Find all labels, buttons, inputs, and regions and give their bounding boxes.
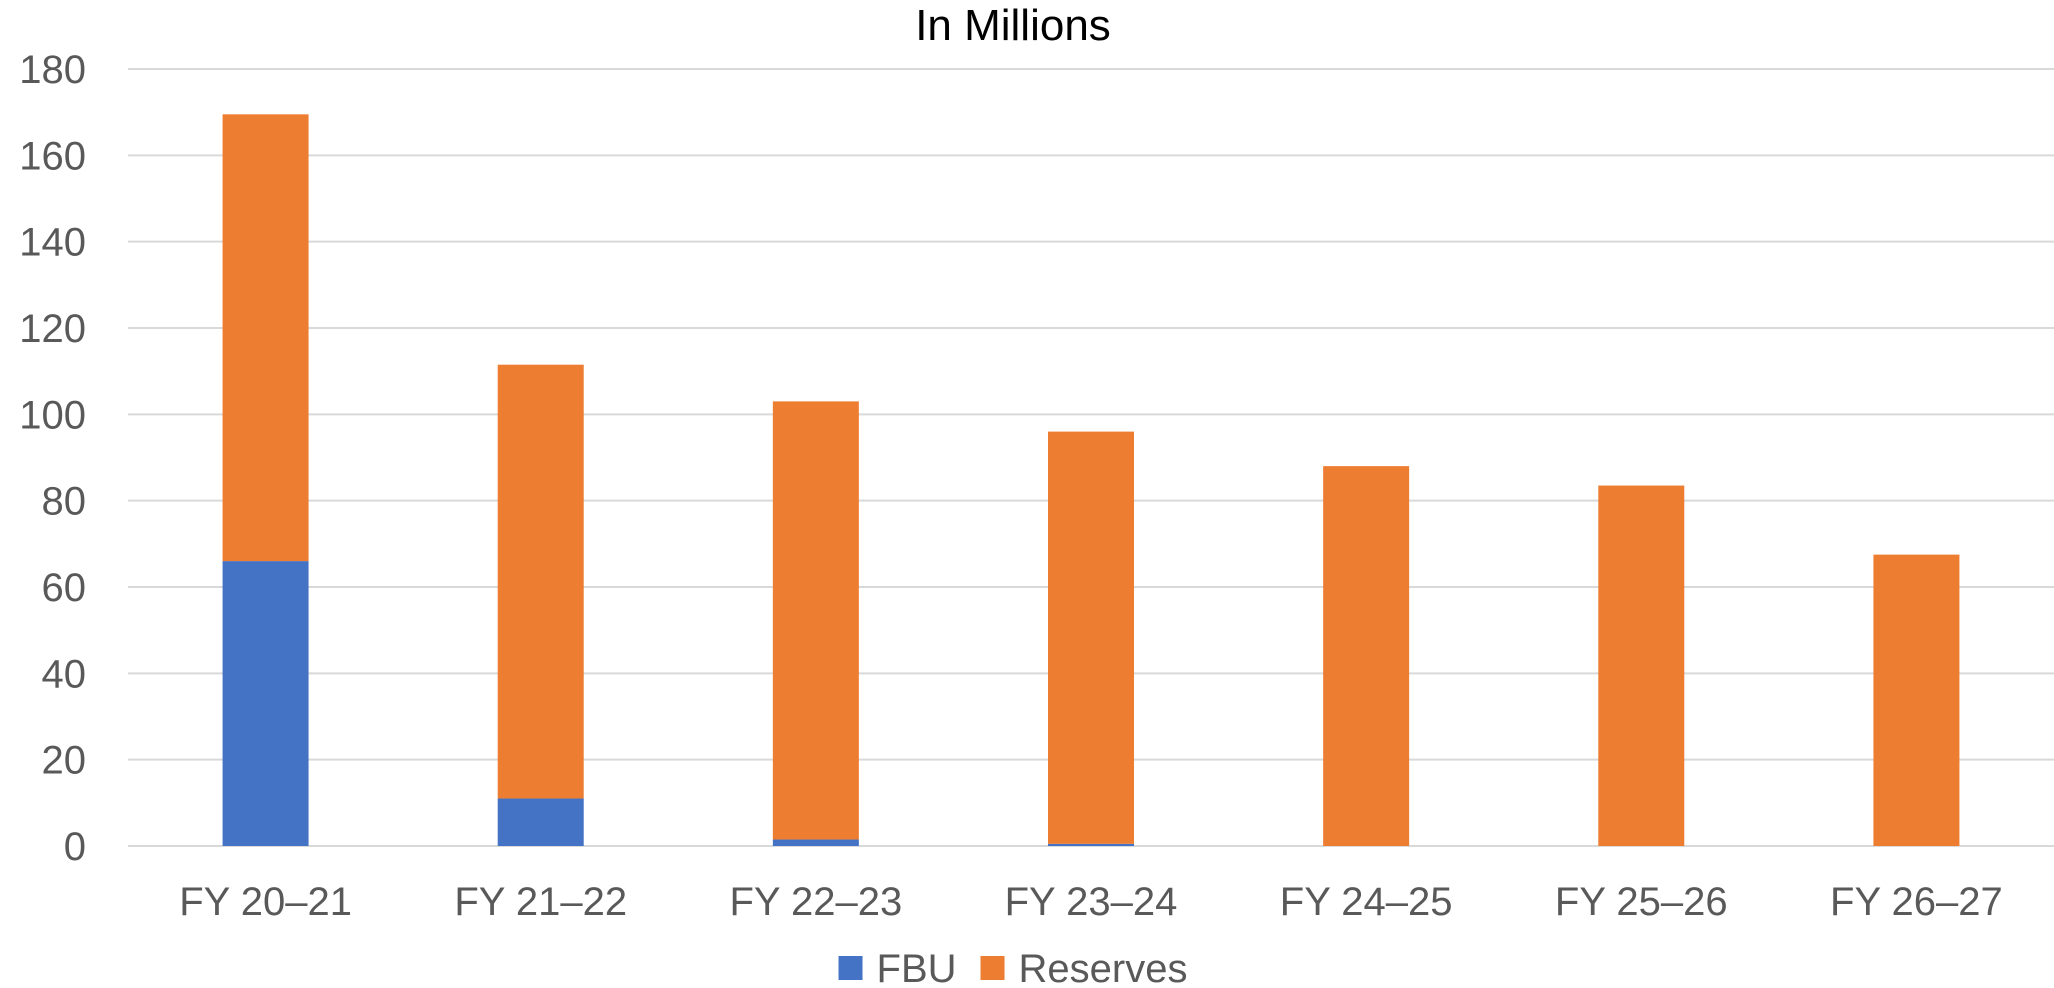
y-tick-label: 140 — [19, 221, 86, 265]
legend-label-fbu: FBU — [877, 947, 957, 988]
y-tick-label: 20 — [42, 739, 87, 783]
x-tick-label: FY 25–26 — [1555, 880, 1728, 924]
bar-fbu-2 — [497, 798, 584, 846]
x-tick-label: FY 23–24 — [1005, 880, 1178, 924]
y-tick-label: 120 — [19, 307, 86, 351]
bar-fbu-3 — [772, 839, 859, 846]
legend-swatch-fbu — [838, 956, 863, 980]
x-tick-label: FY 24–25 — [1280, 880, 1453, 924]
bar-fbu-1 — [222, 561, 309, 846]
legend-swatch-reserves — [980, 956, 1005, 980]
bars — [222, 114, 1960, 846]
chart-title: In Millions — [915, 1, 1111, 50]
bar-reserves-2 — [497, 364, 584, 799]
y-tick-label: 0 — [64, 825, 86, 869]
bar-reserves-6 — [1598, 485, 1685, 846]
y-tick-label: 80 — [42, 480, 87, 524]
bar-reserves-1 — [222, 114, 309, 562]
bar-reserves-3 — [772, 401, 859, 840]
bar-reserves-4 — [1048, 431, 1134, 844]
y-tick-label: 100 — [19, 393, 86, 437]
y-tick-label: 160 — [19, 134, 86, 178]
x-tick-label: FY 21–22 — [454, 880, 627, 924]
y-tick-label: 60 — [42, 566, 87, 610]
y-tick-label: 180 — [19, 48, 86, 92]
x-tick-label: FY 26–27 — [1830, 880, 2003, 924]
x-axis-ticks: FY 20–21 FY 21–22 FY 22–23 FY 23–24 FY 24–25… — [179, 880, 2003, 924]
x-tick-label: FY 20–21 — [179, 880, 352, 924]
legend: FBU Reserves — [838, 947, 1188, 988]
bar-fbu-4 — [1048, 843, 1134, 846]
legend-label-reserves: Reserves — [1019, 947, 1188, 988]
bar-reserves-5 — [1323, 466, 1410, 846]
y-tick-label: 40 — [42, 652, 87, 696]
x-tick-label: FY 22–23 — [729, 880, 902, 924]
bar-reserves-7 — [1873, 554, 1960, 846]
y-axis-ticks: 0 20 40 60 80 100 120 140 160 180 — [19, 48, 86, 869]
